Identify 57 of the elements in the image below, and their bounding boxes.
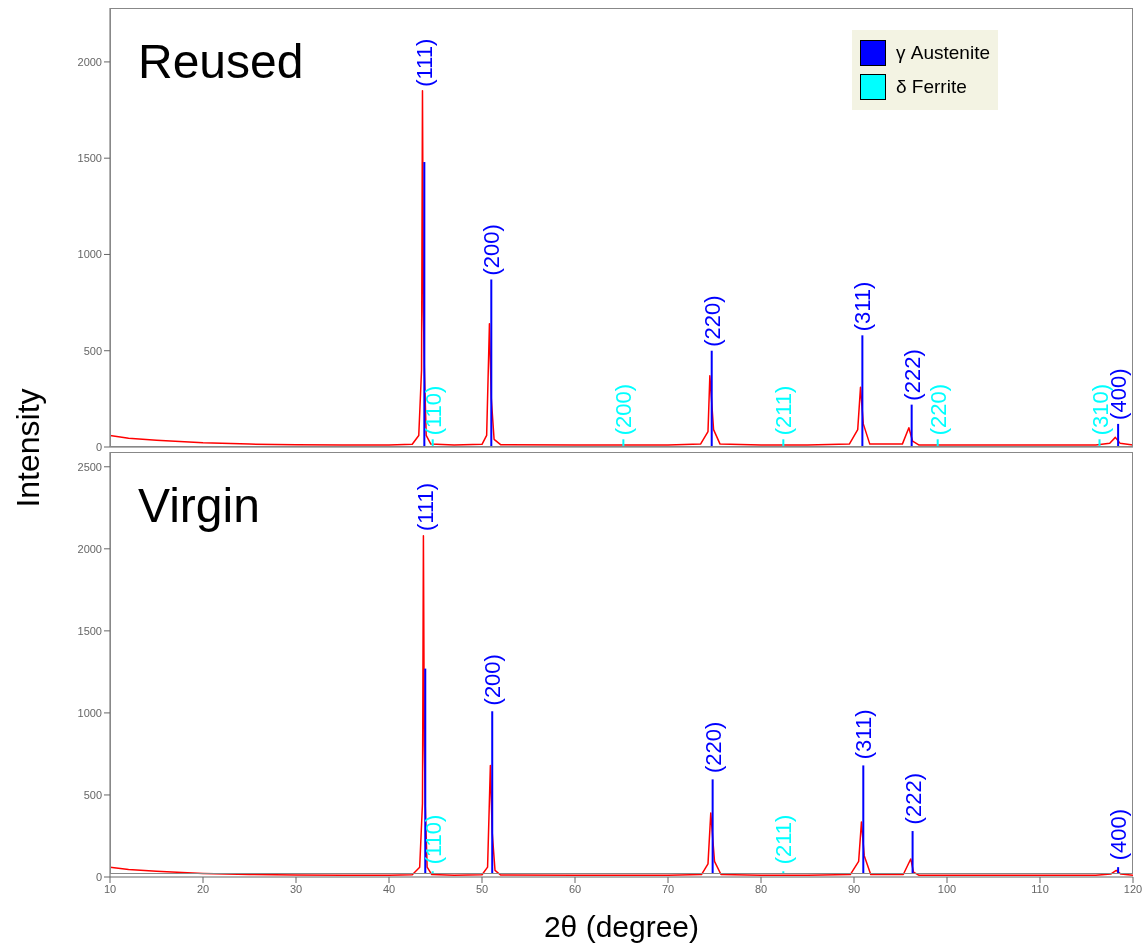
annotation: (200) bbox=[611, 383, 637, 436]
y-tick-label: 0 bbox=[95, 870, 102, 883]
bar bbox=[910, 404, 913, 447]
y-tick-label: 1500 bbox=[77, 624, 102, 637]
annotation: (220) bbox=[925, 383, 951, 436]
bar bbox=[431, 439, 434, 447]
y-tick-label: 2000 bbox=[77, 542, 102, 555]
annotation: (220) bbox=[699, 295, 725, 347]
bar bbox=[622, 439, 625, 447]
x-tick-label: 120 bbox=[1123, 882, 1143, 895]
annotation: (222) bbox=[899, 349, 925, 401]
x-axis-title: 2θ (degree) bbox=[542, 910, 701, 944]
x-tick-label: 100 bbox=[937, 882, 957, 895]
annotation: (200) bbox=[479, 224, 505, 276]
x-tick-label: 20 bbox=[196, 882, 210, 895]
y-tick-label: 2500 bbox=[77, 460, 102, 473]
y-tick-label: 1000 bbox=[77, 706, 102, 719]
bar bbox=[1098, 439, 1101, 447]
y-tick-label: 500 bbox=[83, 788, 102, 801]
annotation: (222) bbox=[900, 773, 926, 825]
legend-label: δ Ferrite bbox=[896, 76, 967, 98]
bar bbox=[710, 350, 713, 447]
x-tick-label: 40 bbox=[382, 882, 396, 895]
annotation: (111) bbox=[412, 38, 438, 87]
x-tick-label: 110 bbox=[1031, 882, 1049, 895]
text: Reused bbox=[138, 34, 304, 89]
legend-label: γ Austenite bbox=[896, 42, 990, 64]
y-tick-label: 1000 bbox=[77, 248, 102, 261]
y-axis-title: Intensity bbox=[9, 388, 47, 508]
text: Virgin bbox=[138, 478, 260, 533]
y-tick-label: 500 bbox=[83, 344, 102, 357]
annotation: (311) bbox=[850, 281, 876, 332]
annotation: (400) bbox=[1106, 808, 1132, 861]
y-tick-label: 0 bbox=[95, 440, 102, 453]
x-tick-label: 80 bbox=[754, 882, 768, 895]
x-tick-label: 30 bbox=[289, 882, 303, 895]
annotation: (211) bbox=[771, 814, 797, 865]
x-tick-label: 60 bbox=[568, 882, 582, 895]
y-tick-label: 1500 bbox=[77, 152, 102, 165]
annotation: (111) bbox=[413, 483, 439, 532]
y-tick-label: 2000 bbox=[77, 55, 102, 68]
x-tick-label: 70 bbox=[661, 882, 675, 895]
annotation: (200) bbox=[480, 654, 506, 706]
x-tick-label: 50 bbox=[475, 882, 489, 895]
bar bbox=[782, 439, 785, 447]
annotation: (110) bbox=[420, 385, 446, 436]
annotation: (211) bbox=[771, 385, 797, 436]
bar bbox=[1117, 423, 1120, 447]
bar bbox=[861, 335, 864, 447]
annotation: (220) bbox=[700, 721, 726, 774]
annotation: (110) bbox=[420, 814, 446, 865]
bar bbox=[936, 439, 939, 447]
annotation: (311) bbox=[851, 709, 877, 760]
bar bbox=[423, 162, 426, 447]
bar bbox=[490, 279, 493, 447]
x-tick-label: 10 bbox=[103, 882, 117, 895]
x-tick-label: 90 bbox=[847, 882, 861, 895]
